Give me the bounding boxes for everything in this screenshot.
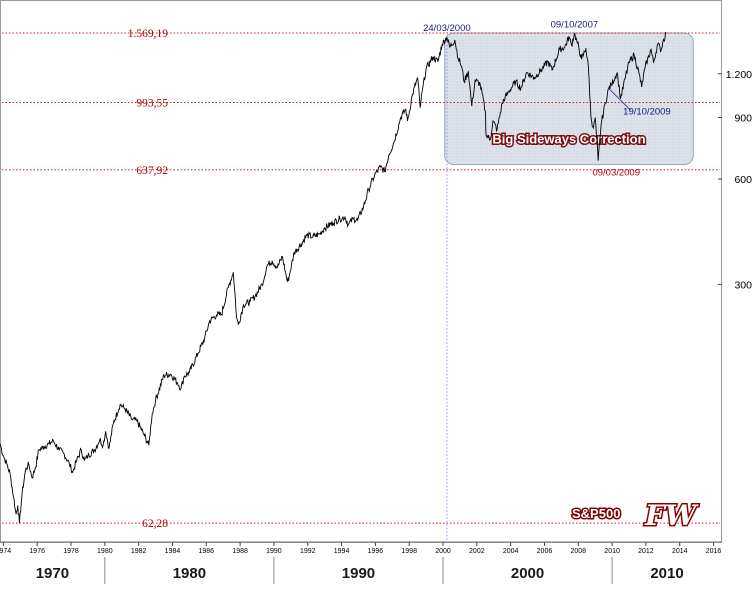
series-group: [0, 31, 667, 524]
x-tick-label: 2004: [503, 548, 519, 555]
correction-zone-group: Big Sideways Correction: [444, 32, 694, 166]
annotation-label: 19/10/2009: [623, 106, 671, 117]
level-lines-group: 1.569,19 993,55 637,92 62,28: [2, 28, 720, 530]
x-tick-label: 1996: [368, 548, 384, 555]
level-label: 1.569,19: [128, 28, 169, 40]
y-tick-label: 1.200: [726, 69, 752, 81]
x-tick-label: 2006: [537, 548, 553, 555]
x-tick-label: 2012: [638, 548, 654, 555]
annotation-label: 09/03/2009: [592, 168, 640, 179]
y-axis: 300 600 900 1.200: [718, 69, 752, 291]
decade-label: 1980: [173, 565, 206, 582]
decade-label: 1970: [36, 565, 69, 582]
y-tick-label: 600: [734, 174, 752, 186]
x-tick-label: 1980: [97, 548, 113, 555]
x-tick-label: 2000: [435, 548, 451, 555]
x-tick-label: 1982: [131, 548, 147, 555]
annotation-label: 09/10/2007: [551, 19, 599, 30]
x-tick-label: 1988: [232, 548, 248, 555]
correction-zone-label: Big Sideways Correction: [492, 132, 645, 147]
x-tick-label: 1986: [198, 548, 214, 555]
annotation-pointer: [608, 88, 631, 111]
x-tick-label: 2008: [570, 548, 586, 555]
correction-zone-box: [444, 32, 694, 166]
y-tick-label: 900: [734, 112, 752, 124]
annotations-group: 24/03/2000 09/10/2007 19/10/2009 09/03/2009: [423, 19, 671, 178]
decade-label: 2000: [511, 565, 544, 582]
x-tick-label: 1978: [63, 548, 79, 555]
decade-label: 1990: [342, 565, 375, 582]
level-label: 62,28: [142, 518, 168, 530]
x-tick-label: 1998: [401, 548, 417, 555]
brand-logo: FW: [644, 499, 699, 532]
y-tick-label: 300: [734, 279, 752, 291]
x-tick-label: 1976: [29, 548, 45, 555]
x-tick-label: 2010: [604, 548, 620, 555]
level-label: 637,92: [136, 165, 168, 177]
brand-ticker: S&P500: [572, 506, 620, 521]
x-axis: 1974 1976 1978 1980 1982 1984 1986 1988 1990 1992…: [0, 541, 722, 584]
x-tick-label: 1990: [266, 548, 282, 555]
x-tick-label: 2014: [672, 548, 688, 555]
x-tick-label: 2002: [469, 548, 485, 555]
level-label: 993,55: [136, 97, 168, 109]
price-series-line: [0, 31, 667, 524]
decade-label: 2010: [650, 565, 683, 582]
x-tick-label: 1974: [0, 548, 11, 555]
x-tick-label: 1992: [300, 548, 316, 555]
x-tick-label: 1994: [334, 548, 350, 555]
x-tick-label: 1984: [165, 548, 181, 555]
x-tick-label: 2016: [706, 548, 722, 555]
brand-logo-group: S&P500 FW: [571, 498, 701, 534]
annotation-label: 24/03/2000: [423, 23, 471, 34]
